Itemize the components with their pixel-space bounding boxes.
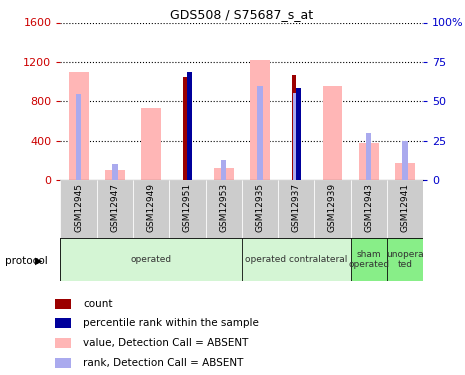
- Bar: [395, 163, 415, 180]
- Bar: [351, 238, 387, 281]
- Bar: [292, 75, 296, 180]
- Bar: [55, 358, 71, 368]
- Text: GSM12943: GSM12943: [364, 183, 373, 232]
- Bar: [387, 180, 423, 238]
- Bar: [76, 94, 81, 180]
- Bar: [296, 88, 300, 180]
- Text: GSM12949: GSM12949: [146, 183, 156, 232]
- Text: operated: operated: [131, 255, 172, 264]
- Bar: [323, 86, 342, 180]
- Bar: [278, 180, 314, 238]
- Text: operated contralateral: operated contralateral: [245, 255, 347, 264]
- Text: GSM12939: GSM12939: [328, 183, 337, 232]
- Bar: [257, 86, 263, 180]
- Text: GSM12951: GSM12951: [183, 183, 192, 232]
- Bar: [55, 338, 71, 348]
- Bar: [60, 180, 97, 238]
- Bar: [112, 164, 118, 180]
- Text: GSM12947: GSM12947: [110, 183, 120, 232]
- Bar: [97, 180, 133, 238]
- Text: percentile rank within the sample: percentile rank within the sample: [83, 318, 259, 328]
- Bar: [55, 318, 71, 328]
- Text: GSM12935: GSM12935: [255, 183, 265, 232]
- Text: protocol: protocol: [5, 256, 47, 266]
- Bar: [69, 72, 88, 180]
- Text: value, Detection Call = ABSENT: value, Detection Call = ABSENT: [83, 338, 249, 348]
- Text: ▶: ▶: [35, 256, 42, 266]
- Bar: [242, 180, 278, 238]
- Bar: [359, 142, 379, 180]
- Bar: [187, 72, 192, 180]
- Bar: [366, 133, 372, 180]
- Bar: [133, 180, 169, 238]
- Text: count: count: [83, 298, 113, 309]
- Bar: [55, 298, 71, 309]
- Text: GSM12945: GSM12945: [74, 183, 83, 232]
- Bar: [60, 238, 242, 281]
- Bar: [221, 160, 226, 180]
- Text: GSM12953: GSM12953: [219, 183, 228, 232]
- Title: GDS508 / S75687_s_at: GDS508 / S75687_s_at: [170, 8, 313, 21]
- Bar: [206, 180, 242, 238]
- Text: GSM12941: GSM12941: [400, 183, 410, 232]
- Text: rank, Detection Call = ABSENT: rank, Detection Call = ABSENT: [83, 358, 244, 368]
- Bar: [293, 93, 299, 180]
- Bar: [141, 108, 161, 180]
- Text: unopera
ted: unopera ted: [386, 250, 424, 269]
- Bar: [183, 76, 187, 180]
- Bar: [351, 180, 387, 238]
- Bar: [402, 141, 408, 180]
- Bar: [105, 170, 125, 180]
- Bar: [242, 238, 351, 281]
- Bar: [250, 60, 270, 180]
- Text: sham
operated: sham operated: [348, 250, 389, 269]
- Bar: [214, 168, 233, 180]
- Bar: [169, 180, 206, 238]
- Text: GSM12937: GSM12937: [292, 183, 301, 232]
- Bar: [387, 238, 423, 281]
- Bar: [314, 180, 351, 238]
